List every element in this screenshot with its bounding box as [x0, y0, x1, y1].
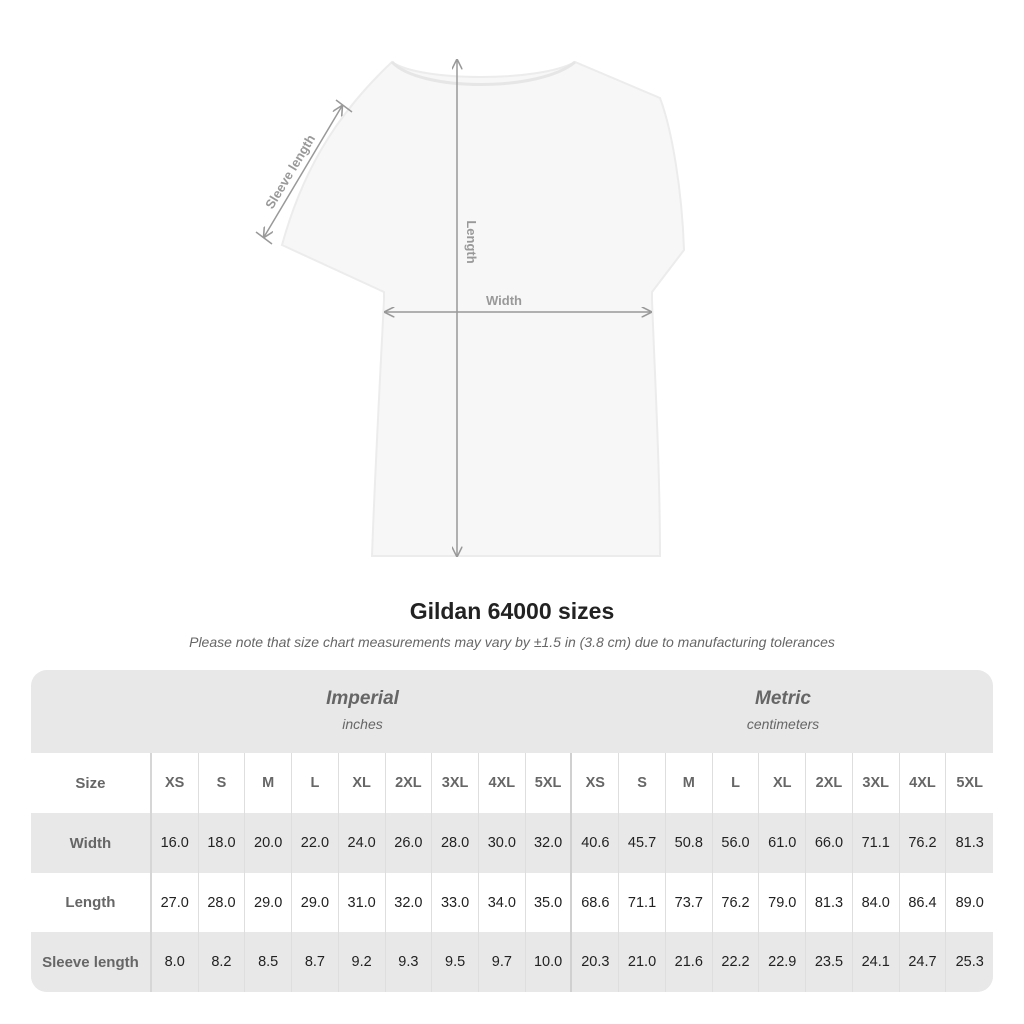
- value-cell: 73.7: [666, 873, 713, 932]
- value-cell: 27.0: [152, 873, 199, 932]
- value-cell: 9.7: [479, 932, 526, 992]
- value-cell: 16.0: [152, 813, 199, 873]
- value-cell: 66.0: [806, 813, 853, 873]
- metric-header: Metric centimeters: [573, 670, 993, 753]
- value-cell: 20.3: [572, 932, 620, 992]
- page-title: Gildan 64000 sizes: [409, 598, 615, 624]
- size-header-cell: XS: [572, 753, 620, 813]
- length-label: Length: [464, 220, 479, 263]
- size-header-cell: S: [619, 753, 666, 813]
- value-cell: 28.0: [199, 873, 246, 932]
- size-header-cell: S: [199, 753, 246, 813]
- value-cell: 8.2: [199, 932, 246, 992]
- size-header-cell: XS: [152, 753, 199, 813]
- value-cell: 24.1: [853, 932, 900, 992]
- row-label: Width: [31, 813, 152, 873]
- value-cell: 8.5: [245, 932, 293, 992]
- size-header-cell: 4XL: [479, 753, 526, 813]
- value-cell: 89.0: [955, 894, 984, 911]
- value-cell: 35.0: [526, 873, 573, 932]
- value-cell: 71.1: [619, 873, 666, 932]
- value-cell: 33.0: [432, 873, 479, 932]
- size-header-cell: M: [666, 753, 713, 813]
- imperial-unit: inches: [342, 716, 383, 732]
- value-cell: 21.6: [666, 932, 713, 992]
- value-cell: 29.0: [245, 873, 293, 932]
- value-cell: 68.6: [572, 873, 620, 932]
- size-header-cell: 4XL: [900, 753, 947, 813]
- value-cell: 22.2: [713, 932, 760, 992]
- size-header-cell: 3XL: [853, 753, 900, 813]
- row-label: Sleeve length: [31, 932, 152, 992]
- size-header-cell: L: [713, 753, 760, 813]
- width-label: Width: [486, 293, 522, 308]
- table-row: Sleeve length 8.0 8.2 8.5 8.7 9.2 9.3 9.5 9.7 10…: [31, 932, 993, 992]
- value-cell: 32.0: [386, 873, 433, 932]
- metric-title: Metric: [755, 688, 811, 709]
- table-row: Width 16.0 18.0 20.0 22.0 24.0 26.0 28.0 30.0 32…: [31, 813, 993, 873]
- size-header-cell: 5XL: [526, 753, 573, 813]
- size-header-cell: L: [292, 753, 339, 813]
- value-cell: 24.7: [900, 932, 947, 992]
- value-cell: 9.2: [339, 932, 386, 992]
- tshirt-image: [280, 60, 686, 557]
- value-cell: 20.0: [245, 813, 293, 873]
- value-cell: 31.0: [339, 873, 386, 932]
- value-cell: 26.0: [386, 813, 433, 873]
- value-cell: 28.0: [432, 813, 479, 873]
- value-cell: 18.0: [199, 813, 246, 873]
- row-label: Length: [31, 873, 152, 932]
- value-cell: 79.0: [759, 873, 807, 932]
- value-cell: 40.6: [572, 813, 620, 873]
- size-row: Size XS S M L XL 2XL 3XL 4XL 5XL XS S M L XL 2XL 3XL 4XL…: [31, 753, 993, 813]
- value-cell: 24.0: [339, 813, 386, 873]
- size-table: Imperial inches Metric centimeters Size …: [31, 670, 993, 992]
- value-cell: 61.0: [759, 813, 807, 873]
- value-cell: 21.0: [619, 932, 666, 992]
- table-row: Length 27.0 28.0 29.0 29.0 31.0 32.0 33.0 34.0 3…: [31, 873, 993, 932]
- size-header-cell: M: [245, 753, 293, 813]
- value-cell: 9.3: [386, 932, 433, 992]
- size-header-cell: XL: [339, 753, 386, 813]
- value-cell: 71.1: [853, 813, 900, 873]
- value-cell: 22.0: [292, 813, 339, 873]
- value-cell: 76.2: [713, 873, 760, 932]
- value-cell: 76.2: [900, 813, 947, 873]
- value-cell: 34.0: [479, 873, 526, 932]
- value-cell: 56.0: [713, 813, 760, 873]
- imperial-title: Imperial: [326, 688, 399, 709]
- value-cell: 50.8: [666, 813, 713, 873]
- value-cell: 10.0: [526, 932, 573, 992]
- value-cell: 8.0: [152, 932, 199, 992]
- value-cell: 81.3: [806, 873, 853, 932]
- size-header-cell: 3XL: [432, 753, 479, 813]
- size-header-cell: 5XL: [956, 775, 983, 791]
- value-cell: 45.7: [619, 813, 666, 873]
- tolerance-note: Please note that size chart measurements…: [189, 634, 835, 650]
- value-cell: 23.5: [806, 932, 853, 992]
- imperial-header: Imperial inches: [152, 670, 573, 753]
- value-cell: 32.0: [526, 813, 573, 873]
- value-cell: 30.0: [479, 813, 526, 873]
- value-cell: 8.7: [292, 932, 339, 992]
- tshirt-measurement-diagram: Sleeve length Length Width: [255, 0, 686, 590]
- value-cell: 81.3: [955, 835, 984, 851]
- value-cell: 86.4: [900, 873, 947, 932]
- size-label: Size: [31, 753, 152, 813]
- size-header-cell: 2XL: [806, 753, 853, 813]
- value-cell: 84.0: [853, 873, 900, 932]
- value-cell: 22.9: [759, 932, 807, 992]
- size-header-cell: 2XL: [386, 753, 433, 813]
- value-cell: 25.3: [955, 954, 984, 970]
- size-header-cell: XL: [759, 753, 807, 813]
- sleeve-length-arrow: [264, 106, 342, 237]
- value-cell: 9.5: [432, 932, 479, 992]
- metric-unit: centimeters: [746, 716, 820, 732]
- value-cell: 29.0: [292, 873, 339, 932]
